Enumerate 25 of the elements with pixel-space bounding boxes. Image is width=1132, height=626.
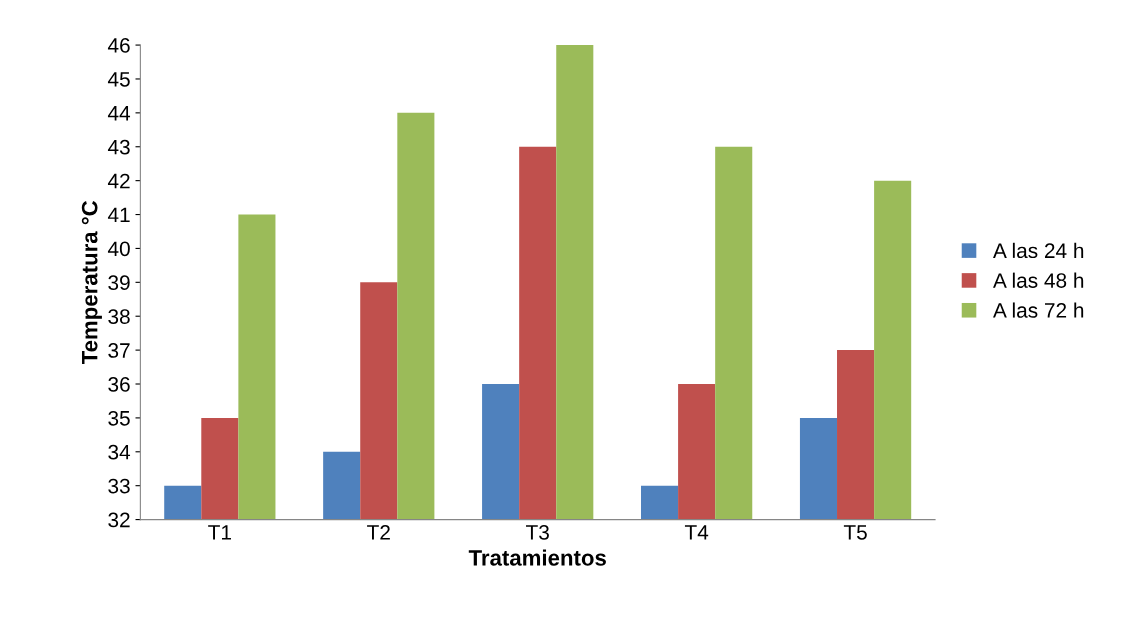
- y-tick-label: 32: [108, 512, 130, 528]
- x-tick-label: T1: [208, 525, 231, 540]
- y-tick-label: 46: [107, 38, 130, 53]
- x-tick-label: T5: [843, 525, 867, 540]
- y-tick-label: 33: [108, 478, 130, 494]
- y-tick-label: 41: [107, 207, 130, 223]
- y-tick-label: 45: [107, 72, 130, 87]
- y-tick-label: 35: [108, 410, 130, 426]
- y-tick-label: 34: [108, 444, 131, 460]
- x-tick-label: T2: [367, 524, 390, 540]
- x-tick-label: T3: [526, 524, 549, 540]
- y-tick-label: 43: [107, 139, 130, 155]
- y-tick-label: 44: [107, 106, 131, 121]
- x-axis-title: Tratamientos: [468, 549, 606, 566]
- legend-label: A las 72 h: [993, 302, 1084, 318]
- x-tick-label: T4: [684, 525, 709, 540]
- y-tick-label: 36: [108, 377, 130, 392]
- y-tick-label: 39: [108, 275, 130, 291]
- legend-label: A las 48 h: [993, 272, 1084, 288]
- y-tick-label: 40: [107, 241, 130, 257]
- y-axis-title: Temperatura °C: [81, 200, 102, 365]
- y-tick-label: 42: [107, 173, 130, 189]
- legend-label: A las 24 h: [993, 242, 1084, 259]
- y-tick-label: 37: [108, 343, 130, 358]
- y-tick-label: 38: [108, 309, 130, 324]
